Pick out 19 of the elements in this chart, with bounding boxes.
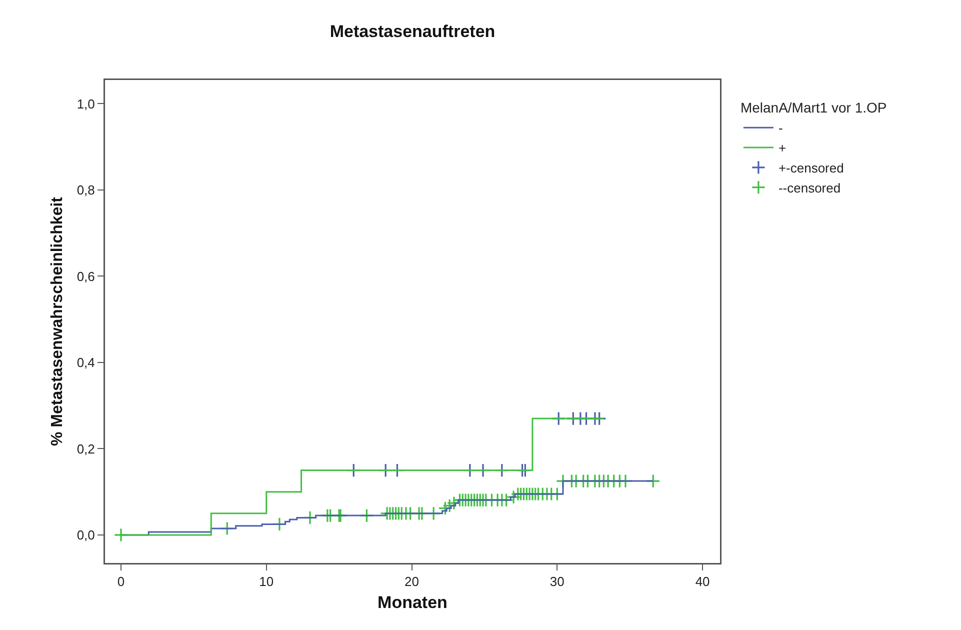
x-tick-label: 40 bbox=[695, 574, 710, 590]
y-tick-label: 0,8 bbox=[76, 182, 95, 198]
x-tick-label: 0 bbox=[117, 574, 125, 590]
x-tick-label: 10 bbox=[259, 574, 274, 590]
legend-label: - bbox=[778, 120, 783, 136]
x-tick-label: 30 bbox=[550, 574, 564, 590]
x-axis-title: Monaten bbox=[378, 593, 448, 612]
x-tick-label: 20 bbox=[404, 574, 420, 590]
y-tick-label: 0,0 bbox=[76, 528, 95, 543]
y-tick-label: 0,2 bbox=[76, 441, 95, 456]
y-axis-title: % Metastasenwahrscheinlichkeit bbox=[48, 196, 66, 446]
legend-label: --censored bbox=[778, 180, 841, 196]
chart-title: Metastasenauftreten bbox=[330, 22, 496, 42]
y-tick-label: 0,4 bbox=[76, 355, 95, 370]
legend-label: + bbox=[778, 140, 786, 156]
y-tick-label: 1,0 bbox=[76, 96, 95, 112]
legend-label: +-censored bbox=[778, 160, 844, 176]
legend-title: MelanA/Mart1 vor 1.OP bbox=[740, 100, 887, 116]
y-tick-label: 0,6 bbox=[76, 268, 95, 284]
